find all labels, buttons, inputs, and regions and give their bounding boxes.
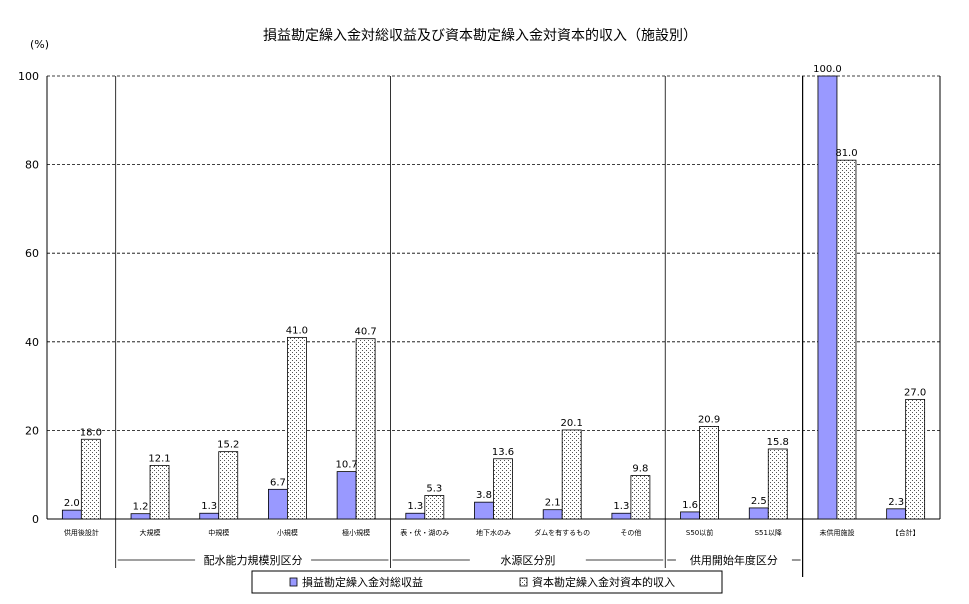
legend-label-series-2: 資本勘定繰入金対資本的収入 [532,575,675,589]
value-label: 13.6 [492,447,514,458]
value-label: 2.0 [64,498,80,509]
bar-series-1 [405,512,426,520]
y-axis-unit: (%) [30,38,49,51]
category-label: 表・伏・湖のみ [400,528,449,537]
value-label: 1.6 [682,500,698,511]
legend: 損益勘定繰入金対総収益 資本勘定繰入金対資本的収入 [251,570,723,594]
value-label: 12.1 [148,453,170,464]
value-label: 9.8 [632,464,648,475]
value-label: 10.7 [335,460,357,471]
y-tick-label: 80 [25,159,39,172]
bar-series-1 [268,488,288,520]
value-label: 18.0 [80,427,102,438]
bars [61,75,926,520]
bar-series-1 [199,512,220,520]
bar-series-2 [80,438,101,520]
value-label: 100.0 [813,64,842,75]
bar-series-2 [561,429,582,520]
y-tick-label: 0 [32,513,39,526]
bar-series-2 [355,338,376,520]
category-label: 供用後設計 [64,528,99,537]
value-label: 1.3 [201,501,217,512]
y-tick-label: 60 [25,247,39,260]
category-label: ダムを有するもの [534,528,590,537]
value-label: 1.3 [407,501,423,512]
category-label: 未供用施設 [819,528,854,537]
bar-series-2 [287,336,307,520]
value-label: 3.8 [476,490,492,501]
bar-series-1 [336,471,357,520]
category-labels: 供用後設計 大規模 中規模 小規模 極小規模 表・伏・湖のみ 地下水のみ ダムを有するもの その… [64,528,920,537]
y-tick-label: 100 [18,70,39,83]
category-label: 【合計】 [892,528,920,537]
category-label: S50以前 [686,528,713,537]
value-label: 15.8 [767,437,789,448]
value-label: 41.0 [286,325,308,336]
value-label: 27.0 [904,387,926,398]
legend-swatch-series-1 [289,577,298,587]
bar-series-2 [699,426,719,520]
bar-series-2 [767,448,788,520]
bar-series-1 [680,511,700,520]
y-tick-label: 20 [25,424,39,437]
bar-series-2 [149,464,170,520]
category-label: 地下水のみ [476,528,511,537]
value-label: 6.7 [270,477,286,488]
y-tick-label: 40 [25,336,39,349]
bar-series-1 [817,75,838,520]
group-label: 配水能力規模別区分 [204,553,303,567]
category-label: 小規模 [277,528,298,537]
legend-box [251,570,723,594]
value-label: 2.3 [888,497,904,508]
category-label: 極小規模 [342,528,370,537]
category-label: 中規模 [208,528,229,537]
value-label: 1.2 [133,502,149,513]
bar-series-2 [630,475,651,520]
value-label: 15.2 [217,440,239,451]
value-label: 81.0 [835,148,857,159]
bar-series-2 [905,398,926,520]
bar-series-1 [474,501,494,520]
group-separators [115,76,804,577]
category-label: その他 [620,528,641,537]
chart-title: 損益勘定繰入金対総収益及び資本勘定繰入金対資本的収入（施設別） [263,28,697,44]
category-label: S51以降 [755,528,782,537]
bar-series-1 [748,507,769,520]
value-label: 5.3 [426,484,442,495]
y-axis-ticks: 0 20 40 60 80 100 [18,70,39,526]
group-label: 供用開始年度区分 [690,553,778,567]
value-label: 20.9 [698,414,720,425]
bar-series-2 [836,159,857,520]
bar-series-1 [130,513,151,520]
bar-series-2 [493,458,513,520]
value-label: 40.7 [354,327,376,338]
value-labels: 2.0 1.2 1.3 6.7 10.7 1.3 3.8 2.1 1.3 1.6 2.5 100.0 2… [64,64,926,513]
legend-label-series-1: 損益勘定繰入金対総収益 [302,575,423,589]
group-labels: 配水能力規模別区分 水源区分別 供用開始年度区分 [117,553,801,567]
bar-series-1 [542,509,563,520]
legend-swatch-series-2 [519,577,528,587]
value-label: 2.5 [751,496,767,507]
category-label: 大規模 [140,528,161,537]
group-label: 水源区分別 [500,553,555,567]
bar-series-2 [218,451,239,520]
bar-series-2 [424,495,445,520]
value-label: 2.1 [545,498,561,509]
bar-series-1 [611,512,632,520]
bar-series-1 [61,509,82,520]
bar-series-1 [886,508,907,520]
gridlines [47,75,940,431]
value-label: 1.3 [613,501,629,512]
value-label: 20.1 [561,418,583,429]
